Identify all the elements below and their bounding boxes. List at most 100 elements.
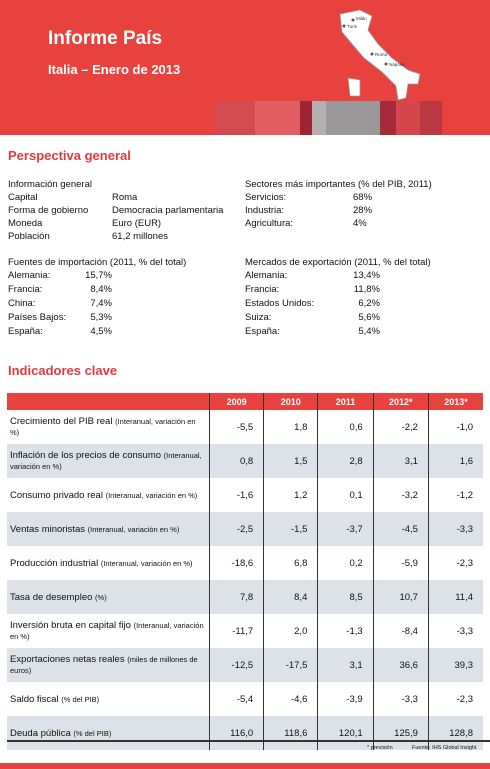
block-heading: Información general (8, 179, 92, 190)
value-cell: 6,8 (263, 546, 318, 580)
indicator-label: Tasa de desempleo (10, 591, 93, 603)
table-row: Producción industrial (Interanual, varia… (7, 546, 483, 580)
map-sardinia (347, 77, 361, 97)
map-label: Roma (375, 52, 388, 57)
value-cell: 2,0 (263, 614, 318, 648)
value-cell: 8,5 (317, 580, 374, 614)
value-cell: -5,4 (208, 682, 264, 716)
indicator-note: (Interanual, variación en %) (87, 524, 180, 534)
value-cell: -17,5 (263, 648, 318, 682)
value-cell: -1,3 (317, 614, 374, 648)
value-cell: -12,5 (208, 648, 264, 682)
indicator-note: (Interanual, variación en %) (10, 621, 204, 641)
value-cell: 0,2 (317, 546, 374, 580)
value-cell: 128,8 (427, 716, 483, 750)
row-label: Alemania: (8, 270, 51, 281)
map-label: Nápoles (389, 62, 406, 67)
value-cell: 36,6 (372, 648, 429, 682)
row-label: Industria: (245, 205, 285, 216)
value-cell: 1,8 (263, 410, 318, 444)
value-cell: 1,2 (263, 478, 318, 512)
header-row: 2009 2010 2011 2012* 2013* (7, 393, 483, 410)
row-value: 68% (353, 192, 373, 203)
row-label: España: (245, 326, 280, 337)
indicator-label: Crecimiento del PIB real (10, 416, 113, 427)
column-header: 2011 (317, 393, 374, 410)
value-cell: -2,5 (208, 512, 264, 546)
indicator-note: (Interanual, variación en %) (100, 558, 193, 568)
value-cell: 120,1 (317, 716, 374, 750)
row-label: Francia: (8, 284, 43, 295)
decor-blocks (215, 101, 442, 135)
row-label-cell: Tasa de desempleo (%) (7, 580, 210, 614)
row-value: 5,3% (90, 312, 112, 323)
city-dot (342, 24, 346, 28)
value-cell: -2,3 (427, 682, 483, 716)
row-value: Euro (EUR) (112, 218, 162, 229)
value-cell: -1,2 (427, 478, 483, 512)
value-cell: -2,3 (427, 546, 483, 580)
row-value: 28% (353, 205, 373, 216)
row-label: Servicios: (245, 192, 287, 203)
column-header: 2009 (208, 393, 264, 410)
indicator-note: (Interanual, variación en %) (10, 417, 196, 437)
indicator-note: (%) (95, 592, 107, 602)
row-value: 61,2 millones (112, 231, 168, 242)
value-cell: -3,2 (372, 478, 429, 512)
row-label-cell: Deuda pública (% del PIB) (7, 716, 210, 750)
indicator-note: (% del PIB) (73, 728, 112, 738)
value-cell: 3,1 (372, 444, 429, 478)
row-value: Roma (112, 192, 138, 203)
indicator-label: Producción industrial (10, 557, 99, 569)
footer-bar (0, 763, 490, 769)
section-title: Indicadores clave (8, 363, 118, 378)
value-cell: -4,6 (263, 682, 318, 716)
table-row: Deuda pública (% del PIB) 116,0 118,6 120,1… (7, 716, 483, 750)
indicator-label: Deuda pública (10, 727, 71, 739)
value-cell: 118,6 (263, 716, 318, 750)
block-heading: Sectores más importantes (% del PIB, 201… (245, 179, 432, 190)
header-art: Milán Turín Roma Nápoles (215, 9, 442, 135)
header: Informe País Italia – Enero de 2013 Milá… (0, 0, 490, 135)
row-value: 5,6% (358, 312, 380, 323)
row-label-cell: Ventas minoristas (Interanual, variación… (7, 512, 210, 546)
value-cell: -4,5 (372, 512, 429, 546)
indicator-note: (% del PIB) (61, 694, 100, 704)
value-cell: -1,5 (263, 512, 318, 546)
row-value: 4% (353, 218, 367, 229)
row-label-cell: Consumo privado real (Interanual, variac… (7, 478, 210, 512)
table-rule (7, 740, 490, 742)
row-label: Población (8, 231, 50, 242)
row-value: 6,2% (358, 298, 380, 309)
indicator-note: (miles de millones de euros) (10, 655, 198, 675)
value-cell: -1,0 (427, 410, 483, 444)
value-cell: 125,9 (372, 716, 429, 750)
header-cell (7, 393, 210, 410)
value-cell: -3,7 (317, 512, 374, 546)
row-label: China: (8, 298, 36, 309)
value-cell: -8,4 (372, 614, 429, 648)
row-label: Capital (8, 192, 38, 203)
row-label: Agricultura: (245, 218, 294, 229)
value-cell: 3,1 (317, 648, 374, 682)
row-label-cell: Inversión bruta en capital fijo (Interan… (7, 614, 210, 648)
value-cell: -3,3 (372, 682, 429, 716)
value-cell: 1,5 (263, 444, 318, 478)
indicator-label: Ventas minoristas (10, 523, 85, 535)
table-row: Consumo privado real (Interanual, variac… (7, 478, 483, 512)
indicator-label: Consumo privado real (10, 489, 103, 501)
row-label: Alemania: (245, 270, 288, 281)
value-cell: 39,3 (427, 648, 483, 682)
value-cell: -2,2 (372, 410, 429, 444)
table-row: Inflación de los precios de consumo (Int… (7, 444, 483, 478)
row-value: Democracia parlamentaria (112, 205, 224, 216)
value-cell: -18,6 (208, 546, 264, 580)
indicator-note: (Interanual, variación en %) (105, 490, 198, 500)
value-cell: 0,6 (317, 410, 374, 444)
value-cell: -5,5 (208, 410, 264, 444)
row-label-cell: Producción industrial (Interanual, varia… (7, 546, 210, 580)
value-cell: 7,8 (208, 580, 264, 614)
row-value: 5,4% (358, 326, 380, 337)
row-label-cell: Saldo fiscal (% del PIB) (7, 682, 210, 716)
value-cell: -1,6 (208, 478, 264, 512)
